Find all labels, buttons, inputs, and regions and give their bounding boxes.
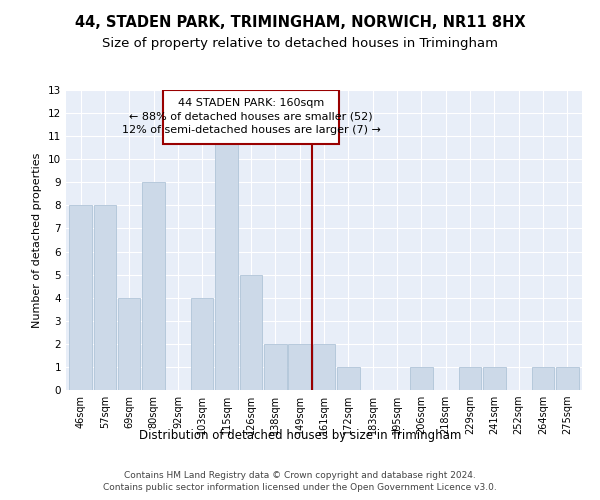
Bar	[532, 367, 554, 390]
Bar	[240, 274, 262, 390]
Bar	[70, 206, 92, 390]
Text: 44 STADEN PARK: 160sqm: 44 STADEN PARK: 160sqm	[178, 98, 324, 108]
Bar	[289, 344, 311, 390]
Bar	[313, 344, 335, 390]
Text: ← 88% of detached houses are smaller (52): ← 88% of detached houses are smaller (52…	[129, 112, 373, 122]
Bar	[163, 90, 338, 144]
Bar	[410, 367, 433, 390]
Bar	[94, 206, 116, 390]
Text: 44, STADEN PARK, TRIMINGHAM, NORWICH, NR11 8HX: 44, STADEN PARK, TRIMINGHAM, NORWICH, NR…	[74, 15, 526, 30]
Text: Distribution of detached houses by size in Trimingham: Distribution of detached houses by size …	[139, 428, 461, 442]
Bar	[483, 367, 506, 390]
Bar	[459, 367, 481, 390]
Text: Size of property relative to detached houses in Trimingham: Size of property relative to detached ho…	[102, 38, 498, 51]
Text: 12% of semi-detached houses are larger (7) →: 12% of semi-detached houses are larger (…	[122, 126, 380, 136]
Bar	[556, 367, 578, 390]
Bar	[118, 298, 140, 390]
Bar	[191, 298, 214, 390]
Bar	[264, 344, 287, 390]
Bar	[215, 136, 238, 390]
Bar	[142, 182, 165, 390]
Y-axis label: Number of detached properties: Number of detached properties	[32, 152, 43, 328]
Bar	[337, 367, 359, 390]
Text: Contains HM Land Registry data © Crown copyright and database right 2024.
Contai: Contains HM Land Registry data © Crown c…	[103, 471, 497, 492]
